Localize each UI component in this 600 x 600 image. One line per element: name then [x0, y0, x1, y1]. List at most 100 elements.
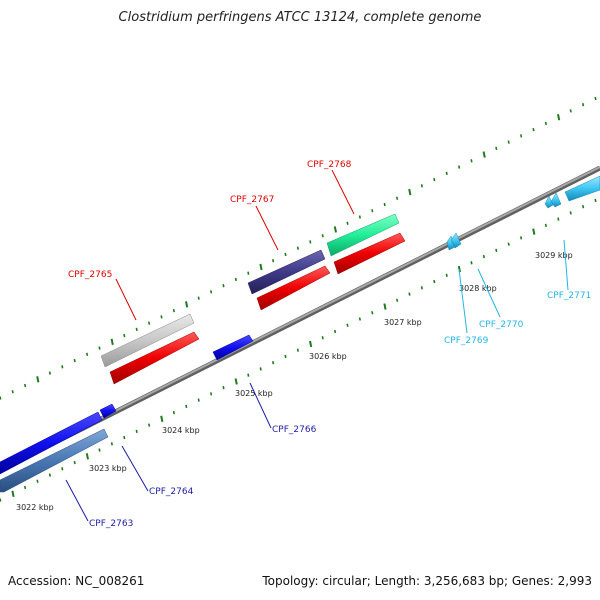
- tick-mark: [24, 383, 27, 388]
- gene-cpf-2768-red[interactable]: [333, 232, 406, 275]
- tick-mark: [520, 236, 523, 240]
- tick-mark: [507, 242, 510, 246]
- tick-mark: [86, 352, 89, 356]
- tick-mark: [222, 385, 225, 390]
- tick-mark: [110, 338, 114, 346]
- gene-cpf-2771a[interactable]: [544, 195, 554, 209]
- tick-mark: [470, 159, 473, 163]
- tick-mark: [321, 234, 324, 238]
- genome-summary-text: Topology: circular; Length: 3,256,683 bp…: [262, 574, 592, 588]
- tick-mark: [172, 410, 175, 415]
- outer-tick-row: [0, 96, 597, 400]
- tick-mark: [0, 498, 2, 502]
- kbp-label-3029: 3029 kbp: [535, 251, 573, 260]
- tick-mark: [495, 146, 498, 151]
- gene-cpf-2764-small[interactable]: [99, 403, 117, 419]
- tick-mark: [383, 303, 387, 310]
- tick-mark: [61, 467, 64, 471]
- tick-mark: [48, 473, 51, 477]
- tick-mark: [296, 348, 299, 352]
- tick-mark: [148, 321, 151, 325]
- tick-mark: [557, 217, 560, 221]
- tick-mark: [333, 226, 337, 233]
- tick-mark: [247, 271, 250, 275]
- tick-mark: [73, 358, 76, 363]
- label-cpf-2767[interactable]: CPF_2767: [230, 195, 274, 205]
- tick-mark: [346, 221, 349, 225]
- tick-mark: [48, 371, 51, 375]
- connector-cpf-2767: [255, 205, 279, 251]
- tick-mark: [420, 184, 423, 188]
- tick-mark: [234, 277, 237, 282]
- tick-mark: [569, 109, 572, 113]
- label-cpf-2764[interactable]: CPF_2764: [149, 487, 194, 497]
- kbp-label-3024: 3024 kbp: [162, 426, 200, 435]
- tick-mark: [334, 329, 337, 334]
- tick-mark: [396, 196, 399, 200]
- tick-mark: [482, 254, 485, 259]
- tick-mark: [135, 429, 138, 434]
- tick-mark: [172, 308, 175, 313]
- tick-mark: [495, 248, 498, 253]
- tick-mark: [259, 263, 263, 271]
- kbp-label-3026: 3026 kbp: [309, 352, 347, 361]
- tick-mark: [544, 121, 547, 126]
- kbp-label-3028: 3028 kbp: [459, 284, 497, 293]
- tick-mark: [557, 113, 561, 121]
- tick-mark: [594, 96, 597, 101]
- tick-mark: [582, 205, 585, 209]
- tick-mark: [470, 261, 473, 265]
- tick-mark: [222, 283, 225, 288]
- tick-mark: [445, 273, 448, 277]
- tick-mark: [433, 177, 436, 182]
- tick-mark: [234, 378, 238, 385]
- label-cpf-2766[interactable]: CPF_2766: [272, 425, 317, 435]
- connector-cpf-2770: [477, 268, 501, 318]
- label-cpf-2768[interactable]: CPF_2768: [307, 160, 352, 170]
- label-cpf-2770[interactable]: CPF_2770: [479, 320, 524, 330]
- label-cpf-2769[interactable]: CPF_2769: [444, 336, 489, 346]
- gene-cpf-2770[interactable]: [450, 232, 462, 249]
- gene-cpf-2767[interactable]: [247, 249, 326, 295]
- tick-mark: [185, 301, 189, 308]
- gene-cpf-2765[interactable]: [100, 313, 195, 368]
- tick-mark: [123, 435, 126, 440]
- tick-mark: [532, 228, 536, 235]
- gene-cpf-2766[interactable]: [212, 334, 254, 361]
- gene-cpf-2771[interactable]: [564, 175, 600, 202]
- gene-cpf-2768[interactable]: [326, 213, 400, 257]
- inner-tick-row: [0, 198, 597, 502]
- gene-cpf-2771b[interactable]: [550, 192, 562, 208]
- gene-cpf-2765-red[interactable]: [109, 331, 200, 385]
- tick-mark: [458, 165, 461, 169]
- connector-cpf-2769: [458, 268, 468, 334]
- tick-mark: [309, 240, 312, 244]
- tick-mark: [24, 485, 27, 490]
- tick-mark: [594, 198, 597, 203]
- tick-mark: [135, 327, 138, 332]
- gene-cpf-2763[interactable]: [0, 428, 109, 493]
- tick-mark: [98, 448, 101, 452]
- kbp-label-3025: 3025 kbp: [235, 389, 273, 398]
- kbp-label-3023: 3023 kbp: [89, 464, 127, 473]
- tick-mark: [210, 392, 213, 396]
- tick-mark: [408, 188, 412, 196]
- gene-cpf-2767-red[interactable]: [256, 265, 331, 311]
- map-title: Clostridium perfringens ATCC 13124, comp…: [118, 10, 482, 25]
- accession-text: Accession: NC_008261: [8, 574, 145, 588]
- label-cpf-2765[interactable]: CPF_2765: [68, 270, 112, 280]
- tick-mark: [544, 223, 547, 228]
- label-cpf-2771[interactable]: CPF_2771: [547, 291, 591, 301]
- tick-mark: [507, 140, 510, 144]
- tick-mark: [284, 354, 287, 359]
- tick-mark: [321, 336, 324, 340]
- tick-mark: [123, 333, 126, 338]
- gene-cpf-2764[interactable]: [0, 411, 103, 475]
- connector-cpf-2766: [249, 382, 272, 429]
- tick-mark: [11, 390, 14, 394]
- tick-mark: [296, 246, 299, 250]
- label-cpf-2763[interactable]: CPF_2763: [89, 519, 133, 529]
- connector-cpf-2765: [115, 278, 137, 321]
- tick-mark: [420, 286, 423, 290]
- tick-mark: [309, 340, 313, 348]
